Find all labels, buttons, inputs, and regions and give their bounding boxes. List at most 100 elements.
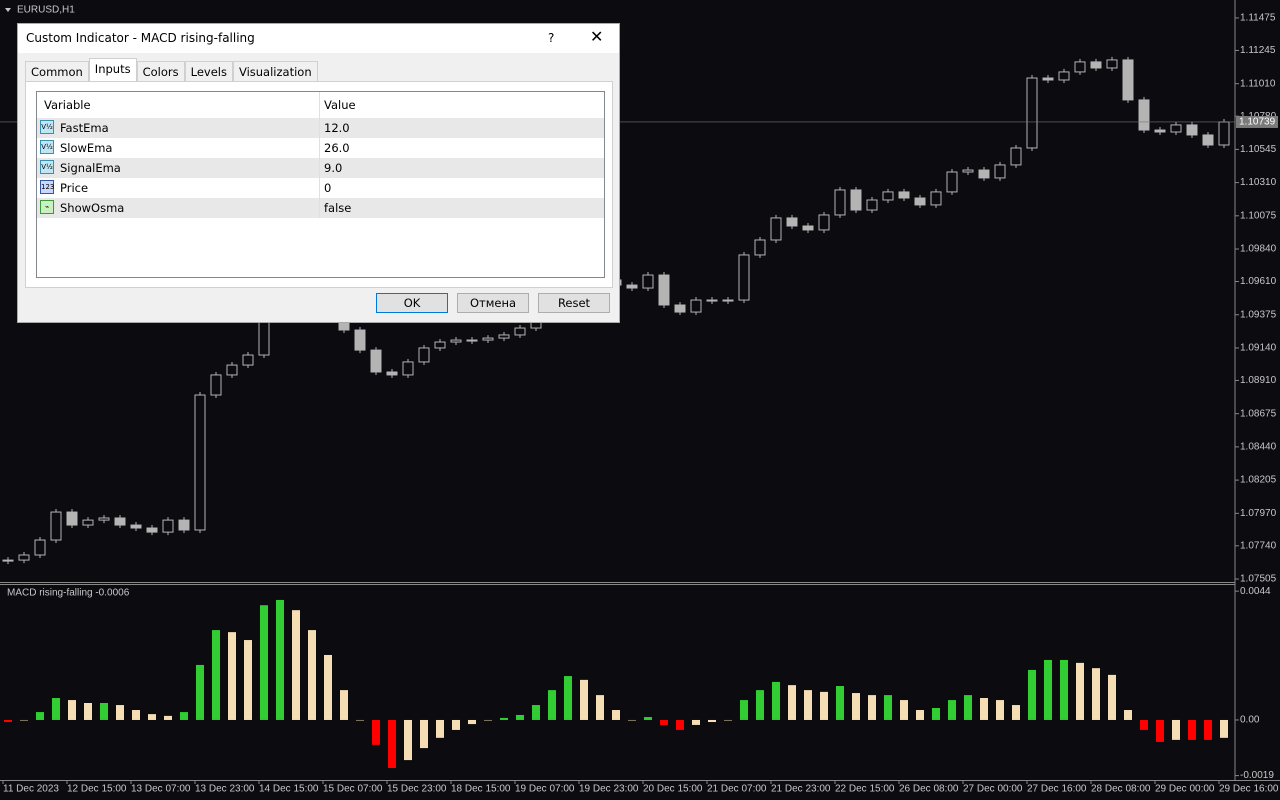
y-tick-label: 1.11010: [1240, 78, 1276, 89]
histogram-bar: [724, 719, 732, 721]
histogram-bar: [1092, 668, 1100, 720]
histogram-bar: [1156, 719, 1164, 742]
histogram-bar: [324, 654, 332, 720]
x-tick-label: 11 Dec 2023: [3, 784, 59, 795]
candle: [1074, 61, 1086, 73]
value-cell: 9.0: [324, 161, 343, 175]
table-header: Variable Value: [37, 92, 604, 119]
y-tick-label: 1.08910: [1240, 375, 1277, 386]
candle: [434, 341, 446, 349]
candle: [770, 217, 782, 241]
histogram-bar: [612, 710, 620, 720]
histogram-bar: [388, 719, 396, 768]
histogram-bar: [116, 705, 124, 720]
histogram-bar: [244, 640, 252, 720]
histogram-bar: [148, 714, 156, 720]
histogram-bar: [1172, 719, 1180, 740]
x-tick-label: 29 Dec 16:00: [1219, 784, 1279, 795]
candle: [210, 374, 222, 396]
candle: [818, 214, 830, 231]
candle: [146, 527, 158, 533]
candle: [418, 347, 430, 363]
cancel-button[interactable]: Отмена: [457, 293, 529, 313]
candle: [754, 239, 766, 256]
title-bar: Custom Indicator - MACD rising-falling ?…: [18, 24, 619, 53]
candle: [882, 191, 894, 201]
candle: [498, 334, 510, 339]
candle: [930, 191, 942, 206]
y-tick-label: 1.11475: [1240, 13, 1276, 24]
type-icon: 123: [40, 180, 54, 194]
reset-button[interactable]: Reset: [538, 293, 610, 313]
y-tick-label: 1.09140: [1240, 343, 1277, 354]
candle: [130, 524, 142, 529]
table-row[interactable]: V½ FastEma 12.0: [37, 118, 604, 138]
variable-cell: SignalEma: [60, 161, 121, 175]
candle: [482, 337, 494, 341]
help-button[interactable]: ?: [548, 31, 555, 45]
histogram-bar: [1044, 659, 1052, 720]
candle: [642, 274, 654, 289]
tab-active[interactable]: Inputs: [88, 58, 137, 82]
candle: [850, 189, 862, 211]
type-icon: V½: [40, 140, 54, 154]
tab[interactable]: Colors: [136, 61, 185, 82]
inputs-table: Variable Value V½ FastEma 12.0 V½ SlowEma 26.…: [36, 91, 605, 278]
histogram-bar: [1012, 705, 1020, 720]
symbol-arrow: [5, 8, 11, 12]
histogram-bar: [484, 719, 492, 721]
indicator-dialog: Custom Indicator - MACD rising-falling ?…: [17, 23, 620, 323]
x-tick-label: 21 Dec 23:00: [771, 784, 831, 795]
x-tick-label: 15 Dec 07:00: [323, 784, 383, 795]
candle: [514, 327, 526, 336]
table-row[interactable]: V½ SignalEma 9.0: [37, 158, 604, 178]
variable-cell: Price: [60, 181, 89, 195]
candle: [450, 339, 462, 343]
histogram-bar: [836, 686, 844, 720]
y-tick-label: 1.09375: [1240, 309, 1277, 320]
candle: [898, 191, 910, 199]
histogram-bar: [1188, 719, 1196, 740]
histogram-bar: [900, 700, 908, 720]
symbol-label: EURUSD,H1: [17, 5, 75, 16]
histogram-bar: [4, 719, 12, 723]
candle: [370, 349, 382, 373]
tab[interactable]: Common: [25, 61, 89, 82]
close-button[interactable]: ✕: [590, 27, 604, 46]
histogram-bar: [212, 630, 220, 720]
histogram-bar: [1124, 710, 1132, 720]
candle: [18, 554, 30, 561]
candle: [962, 169, 974, 173]
value-cell: false: [324, 201, 352, 215]
histogram-bar: [132, 710, 140, 720]
candle: [1090, 61, 1102, 69]
y-tick-label: -0.0019: [1240, 770, 1274, 781]
histogram-bar: [564, 676, 572, 720]
candle: [82, 519, 94, 526]
histogram-bar: [68, 700, 76, 720]
histogram-bar: [356, 719, 364, 721]
histogram-bar: [788, 685, 796, 720]
header-cell: Variable: [44, 98, 91, 112]
variable-cell: SlowEma: [60, 141, 113, 155]
candle: [354, 329, 366, 351]
candle: [1122, 59, 1134, 101]
histogram-bar: [340, 690, 348, 720]
y-tick-label: 1.10310: [1240, 177, 1277, 188]
ok-button[interactable]: OK: [376, 293, 448, 313]
tab[interactable]: Levels: [184, 61, 233, 82]
histogram-bar: [1076, 662, 1084, 720]
candle: [402, 361, 414, 376]
tabs: Common Inputs Colors Levels Visualizatio…: [25, 58, 318, 82]
candle: [866, 199, 878, 211]
x-tick-label: 29 Dec 00:00: [1155, 784, 1215, 795]
tab[interactable]: Visualization: [232, 61, 318, 82]
candle: [1026, 77, 1038, 149]
candle: [946, 171, 958, 193]
table-row[interactable]: ⌁ ShowOsma false: [37, 198, 604, 218]
histogram-bar: [692, 719, 700, 725]
table-row[interactable]: 123 Price 0: [37, 178, 604, 198]
histogram-bar: [820, 691, 828, 720]
candle: [242, 354, 254, 366]
table-row[interactable]: V½ SlowEma 26.0: [37, 138, 604, 158]
